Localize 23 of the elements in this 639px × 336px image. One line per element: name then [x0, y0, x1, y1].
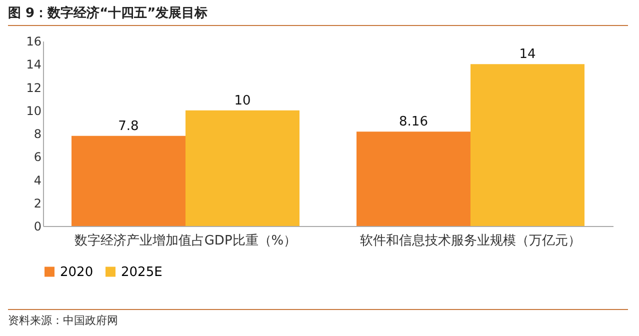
y-tick-label: 10	[26, 104, 42, 118]
y-tick-label: 0	[34, 220, 42, 234]
y-tick-label: 8	[34, 127, 42, 141]
bar	[186, 110, 300, 226]
data-label: 10	[234, 93, 251, 108]
y-tick-label: 6	[34, 150, 42, 164]
bar	[356, 132, 470, 226]
y-tick-label: 4	[34, 173, 42, 188]
y-tick-label: 12	[26, 80, 42, 95]
data-label: 14	[519, 47, 536, 62]
y-tick-label: 14	[26, 58, 42, 72]
data-label: 8.16	[399, 114, 428, 130]
text: 资料来源：中国政府网	[8, 309, 628, 328]
data-label: 7.8	[118, 118, 139, 134]
bar	[72, 136, 186, 226]
x-tick-label: 软件和信息技术服务业规模（万亿元）	[360, 234, 581, 248]
chart-title: 图 9：数字经济“十四五”发展目标	[8, 4, 628, 26]
y-tick-label: 16	[26, 34, 42, 48]
legend-label: 2025E	[121, 264, 162, 280]
bar	[470, 64, 584, 226]
legend-label: 2020	[60, 264, 94, 280]
x-tick-label: 数字经济产业增加值占GDP比重（%）	[74, 232, 297, 248]
y-tick-label: 2	[34, 196, 42, 210]
